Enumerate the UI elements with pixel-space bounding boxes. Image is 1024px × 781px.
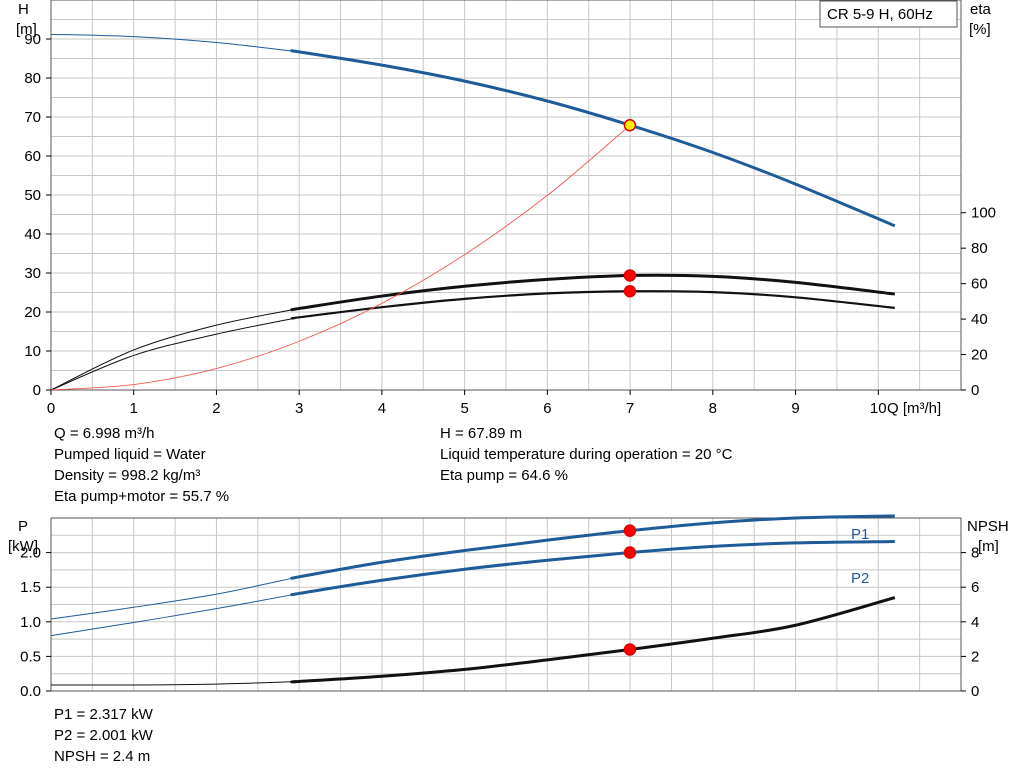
bottom-plot-frame (50, 517, 962, 692)
y2-tick-label: 0 (971, 382, 979, 399)
p2-curve (290, 540, 895, 597)
duty-point-marker (623, 546, 637, 559)
x-tick-label: 1 (130, 400, 138, 417)
top-y2label-line2: [%] (969, 21, 991, 38)
p1-series-label: P1 (851, 526, 869, 543)
pumped-liquid-readout: Pumped liquid = Water (54, 446, 206, 463)
x-tick-label: 3 (295, 400, 303, 417)
y2-tick-label: 2 (971, 648, 979, 665)
p2-series-label: P2 (851, 570, 869, 587)
bottom-y2label-line2: [m] (978, 538, 999, 555)
efficiency_thin-curve (290, 290, 895, 320)
x-tick-label: 5 (460, 400, 468, 417)
eta-pump-motor-readout: Eta pump+motor = 55.7 % (54, 488, 230, 505)
duty-point-marker (623, 524, 637, 537)
duty-point-marker (623, 269, 637, 282)
x-tick-label: 9 (791, 400, 799, 417)
y-tick-label: 70 (24, 109, 41, 126)
flow-readout: Q = 6.998 m³/h (54, 425, 155, 442)
bottom-ylabel-line2: [kW] (8, 538, 38, 555)
y-tick-label: 30 (24, 265, 41, 282)
density-readout: Density = 998.2 kg/m³ (54, 467, 201, 484)
top-duty-points (623, 118, 637, 298)
p2-readout: P2 = 2.001 kW (54, 727, 153, 744)
y2-tick-label: 20 (971, 347, 988, 364)
y-tick-label: 2.0 (20, 545, 41, 562)
head-readout: H = 67.89 m (440, 425, 523, 442)
y-tick-label: 90 (24, 31, 41, 48)
bottom-tick-labels: 0.0 0.5 1.0 1.5 2.0 0 2 4 6 8 (20, 545, 979, 700)
y2-tick-label: 100 (971, 205, 996, 222)
y-tick-label: 10 (24, 343, 41, 360)
y2-tick-label: 6 (971, 579, 979, 596)
system-curve (50, 124, 631, 391)
efficiency-curve (290, 273, 895, 312)
y-tick-label: 0.0 (20, 683, 41, 700)
head-curve-extended (50, 33, 296, 52)
efficiency_thin-curve-extended (50, 317, 296, 391)
top-ylabel-line1: H (18, 1, 29, 18)
y-tick-label: 20 (24, 304, 41, 321)
y-tick-label: 0.5 (20, 648, 41, 665)
top-tick-labels: 0 10 20 30 40 50 60 70 80 90 0 20 40 60 80 100 0 1 2 3 4 5 6 7 8… (24, 31, 996, 417)
p2-curve-extended (50, 593, 296, 637)
x-tick-label: 10 (870, 400, 887, 417)
bottom-y2label-line1: NPSH (967, 518, 1009, 535)
top-series-group (50, 33, 896, 391)
bottom-ylabel-line1: P (18, 518, 28, 535)
efficiency-curve-extended (50, 308, 296, 391)
y2-tick-label: 80 (971, 240, 988, 257)
model-label: CR 5-9 H, 60Hz (827, 6, 933, 23)
y2-tick-label: 0 (971, 683, 979, 700)
p1-curve (290, 514, 895, 580)
y2-tick-label: 40 (971, 311, 988, 328)
y2-tick-label: 60 (971, 276, 988, 293)
y2-tick-label: 8 (971, 545, 979, 562)
top-xlabel: Q [m³/h] (887, 400, 941, 417)
bottom-series-group (50, 514, 896, 686)
x-tick-label: 4 (378, 400, 386, 417)
bottom-info: P1 = 2.317 kW P2 = 2.001 kW NPSH = 2.4 m (54, 704, 153, 767)
y-tick-label: 40 (24, 226, 41, 243)
y2-tick-label: 4 (971, 614, 979, 631)
top-info-right: H = 67.89 m Liquid temperature during op… (440, 423, 732, 486)
x-tick-label: 2 (212, 400, 220, 417)
npsh-readout: NPSH = 2.4 m (54, 748, 151, 765)
liquid-temperature-readout: Liquid temperature during operation = 20… (440, 446, 733, 463)
y-tick-label: 80 (24, 70, 41, 87)
duty-point-marker (623, 118, 637, 132)
x-tick-label: 0 (47, 400, 55, 417)
p1-readout: P1 = 2.317 kW (54, 706, 153, 723)
y-tick-label: 1.0 (20, 614, 41, 631)
bottom-grid (50, 517, 962, 692)
duty-point-marker (623, 643, 637, 656)
eta-pump-readout: Eta pump = 64.6 % (440, 467, 568, 484)
top-ylabel-line2: [m] (16, 21, 37, 38)
duty-point-marker (623, 285, 637, 298)
x-tick-label: 6 (543, 400, 551, 417)
bottom-duty-points (623, 524, 637, 656)
y-tick-label: 60 (24, 148, 41, 165)
p1-curve-extended (50, 577, 296, 620)
y-tick-label: 0 (33, 382, 41, 399)
x-tick-label: 7 (626, 400, 634, 417)
top-y2label-line1: eta (970, 1, 992, 18)
model-label-box (819, 0, 958, 28)
top-info-left: Q = 6.998 m³/h Pumped liquid = Water Den… (54, 423, 229, 507)
head-curve (290, 49, 896, 228)
x-tick-label: 8 (709, 400, 717, 417)
y-tick-label: 1.5 (20, 579, 41, 596)
head-efficiency-chart: 0 10 20 30 40 50 60 70 80 90 0 20 40 60 80 100 0 1 2 3 4 5 6 7 8… (16, 0, 996, 417)
npsh-curve-extended (50, 681, 296, 686)
npsh-curve (290, 596, 896, 684)
y-tick-label: 50 (24, 187, 41, 204)
